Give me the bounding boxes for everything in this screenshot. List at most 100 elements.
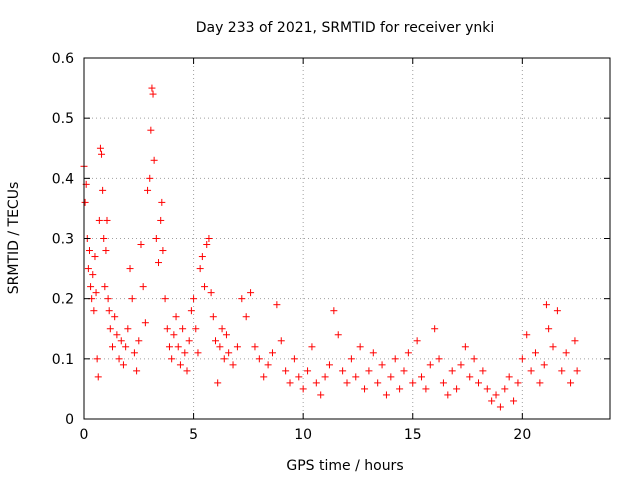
data-point <box>103 216 111 224</box>
data-point <box>172 313 180 321</box>
data-point <box>104 295 112 303</box>
data-point <box>492 391 500 399</box>
data-point <box>122 343 130 351</box>
data-point <box>304 367 312 375</box>
y-tick-label: 0.3 <box>52 232 74 248</box>
data-point <box>93 355 101 363</box>
data-point <box>339 367 347 375</box>
data-point <box>194 349 202 357</box>
data-point <box>141 319 149 327</box>
data-point <box>185 337 193 345</box>
data-point <box>426 361 434 369</box>
data-point <box>536 379 544 387</box>
data-point <box>150 156 158 164</box>
data-point <box>365 367 373 375</box>
data-point <box>135 337 143 345</box>
data-point <box>527 367 535 375</box>
data-point <box>106 325 114 333</box>
x-tick-label: 5 <box>189 427 198 443</box>
data-point <box>183 367 191 375</box>
data-point <box>119 361 127 369</box>
data-point <box>531 349 539 357</box>
data-point <box>102 247 110 255</box>
data-point <box>321 373 329 381</box>
data-point <box>553 307 561 315</box>
data-point <box>518 355 526 363</box>
data-point <box>317 391 325 399</box>
y-tick-label: 0.5 <box>52 111 74 127</box>
chart-title: Day 233 of 2021, SRMTID for receiver ynk… <box>196 20 495 36</box>
data-point <box>233 343 241 351</box>
data-point <box>549 343 557 351</box>
data-point <box>147 126 155 134</box>
y-tick-label: 0.2 <box>52 292 74 308</box>
data-point <box>126 265 134 273</box>
data-point <box>374 379 382 387</box>
data-point <box>299 385 307 393</box>
data-point <box>312 379 320 387</box>
data-point <box>95 216 103 224</box>
data-point <box>542 301 550 309</box>
data-point <box>216 343 224 351</box>
x-tick-label: 20 <box>513 427 531 443</box>
data-point <box>91 253 99 261</box>
data-point <box>133 367 141 375</box>
data-point <box>90 307 98 315</box>
data-point <box>229 361 237 369</box>
data-point <box>130 349 138 357</box>
y-tick-label: 0.6 <box>52 51 74 67</box>
data-point <box>453 385 461 393</box>
data-point <box>361 385 369 393</box>
data-point <box>273 301 281 309</box>
data-point <box>418 373 426 381</box>
data-point <box>105 307 113 315</box>
y-axis-title: SRMTID / TECUs <box>6 182 22 295</box>
data-point <box>251 343 259 351</box>
data-point <box>187 307 195 315</box>
data-point <box>198 253 206 261</box>
data-point <box>479 367 487 375</box>
data-point <box>343 379 351 387</box>
data-point <box>268 349 276 357</box>
data-point <box>99 186 107 194</box>
data-point <box>540 361 548 369</box>
data-point <box>192 325 200 333</box>
data-point <box>347 355 355 363</box>
data-point <box>457 361 465 369</box>
data-point <box>158 198 166 206</box>
data-point <box>98 150 106 158</box>
data-point <box>505 373 513 381</box>
data-point <box>545 325 553 333</box>
data-point <box>387 373 395 381</box>
data-point <box>159 247 167 255</box>
data-point <box>144 186 152 194</box>
data-point <box>325 361 333 369</box>
data-point <box>218 325 226 333</box>
data-point <box>501 385 509 393</box>
data-point <box>179 325 187 333</box>
x-tick-label: 0 <box>80 427 89 443</box>
data-point <box>168 355 176 363</box>
data-point <box>214 379 222 387</box>
data-point <box>483 385 491 393</box>
data-point <box>242 313 250 321</box>
x-tick-label: 15 <box>404 427 422 443</box>
data-point <box>225 349 233 357</box>
data-point <box>334 331 342 339</box>
data-point <box>378 361 386 369</box>
data-point <box>139 283 147 291</box>
data-point <box>111 313 119 321</box>
data-point <box>369 349 377 357</box>
y-tick-labels: 0 0.1 0.2 0.3 0.4 0.5 0.6 <box>52 51 74 428</box>
data-point <box>435 355 443 363</box>
data-point <box>496 403 504 411</box>
data-point <box>475 379 482 387</box>
data-point <box>101 283 109 291</box>
data-points <box>80 84 581 411</box>
data-point <box>222 331 230 339</box>
data-point <box>87 283 95 291</box>
data-point <box>396 385 404 393</box>
data-point <box>264 361 272 369</box>
data-point <box>573 367 581 375</box>
